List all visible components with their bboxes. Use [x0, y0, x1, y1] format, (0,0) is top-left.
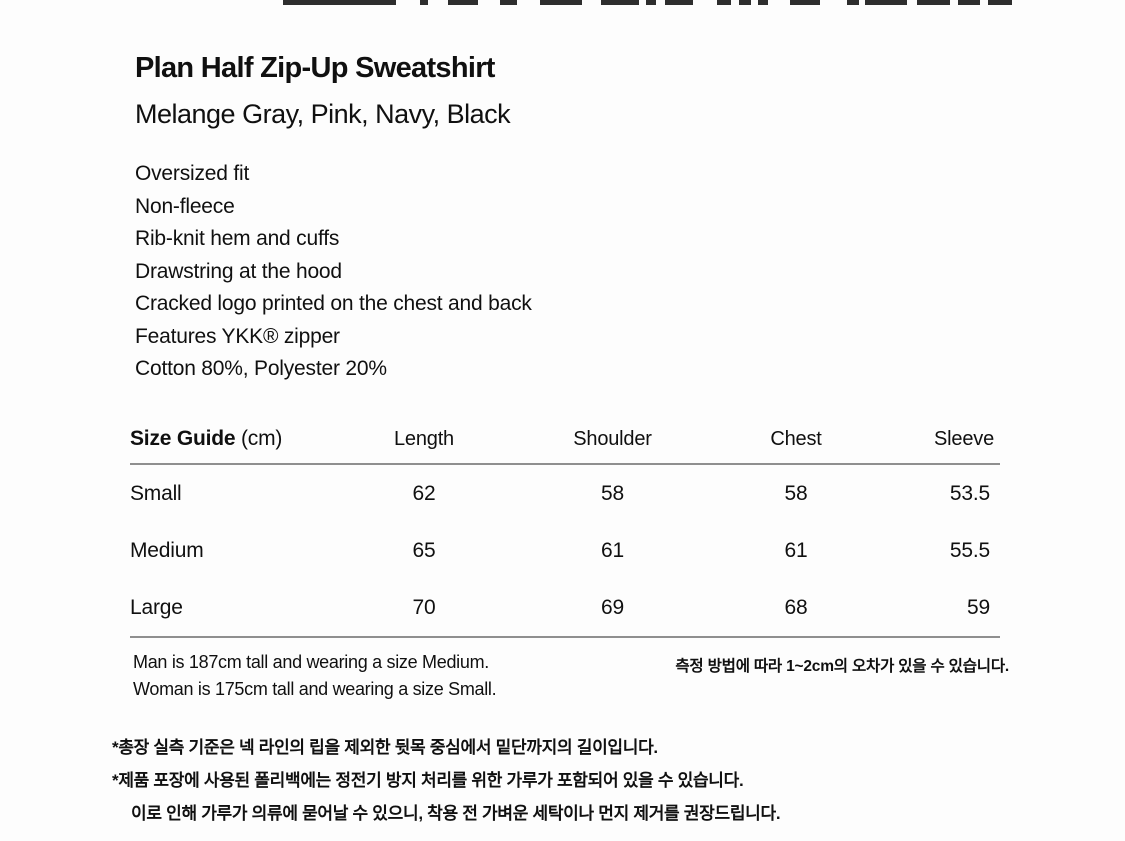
feature-list: Oversized fit Non-fleece Rib-knit hem an…	[135, 158, 532, 386]
value-sleeve: 55.5	[949, 538, 990, 562]
size-guide-header-row: Size Guide (cm) Length Shoulder Chest Sl…	[130, 423, 1000, 455]
product-title: Plan Half Zip-Up Sweatshirt	[135, 52, 495, 84]
column-header-length: Length	[394, 427, 454, 450]
table-row-medium: Medium 65 61 61 55.5	[130, 522, 1000, 579]
value-chest: 61	[784, 538, 808, 562]
table-rule-top	[130, 463, 1000, 465]
measurement-tolerance-note: 측정 방법에 따라 1~2cm의 오차가 있을 수 있습니다.	[675, 658, 1009, 675]
feature-item: Non-fleece	[135, 194, 235, 218]
value-shoulder: 61	[601, 538, 624, 562]
model-fit-notes: Man is 187cm tall and wearing a size Med…	[133, 649, 497, 702]
table-rule-bottom	[130, 636, 1000, 638]
size-guide-unit: (cm)	[241, 427, 283, 450]
size-guide-title: Size Guide (cm)	[130, 427, 330, 451]
value-length: 62	[412, 481, 436, 505]
feature-item: Cracked logo printed on the chest and ba…	[135, 292, 532, 315]
table-row-small: Small 62 58 58 53.5	[130, 465, 1000, 522]
feature-item: Drawstring at the hood	[135, 259, 342, 283]
footnote-length-measurement: *총장 실측 기준은 넥 라인의 립을 제외한 뒷목 중심에서 밑단까지의 길이…	[112, 738, 658, 757]
size-label: Large	[130, 595, 183, 619]
value-shoulder: 58	[601, 481, 624, 505]
value-chest: 58	[784, 481, 808, 505]
column-header-shoulder: Shoulder	[573, 427, 652, 450]
feature-item: Rib-knit hem and cuffs	[135, 227, 340, 250]
value-sleeve: 59	[967, 595, 990, 619]
value-chest: 68	[784, 595, 808, 619]
size-label: Small	[130, 481, 182, 505]
model-note-woman: Woman is 175cm tall and wearing a size S…	[133, 678, 497, 699]
feature-item: Oversized fit	[135, 162, 250, 185]
value-shoulder: 69	[601, 595, 624, 619]
footnotes: *총장 실측 기준은 넥 라인의 립을 제외한 뒷목 중심에서 밑단까지의 길이…	[112, 731, 781, 830]
product-colorways: Melange Gray, Pink, Navy, Black	[135, 99, 511, 129]
size-label: Medium	[130, 538, 204, 562]
model-note-man: Man is 187cm tall and wearing a size Med…	[133, 652, 489, 672]
footnote-polybag-powder: *제품 포장에 사용된 폴리백에는 정전기 방지 처리를 위한 가루가 포함되어…	[112, 771, 744, 790]
table-row-large: Large 70 69 68 59	[130, 579, 1000, 636]
size-guide-title-text: Size Guide	[130, 427, 236, 450]
feature-item: Cotton 80%, Polyester 20%	[135, 357, 387, 380]
footnote-washing-recommendation: 이로 인해 가루가 의류에 묻어날 수 있으니, 착용 전 가벼운 세탁이나 먼…	[131, 804, 781, 823]
column-header-sleeve: Sleeve	[934, 427, 994, 450]
value-length: 65	[412, 538, 436, 562]
column-header-chest: Chest	[770, 427, 822, 450]
size-guide-table: Size Guide (cm) Length Shoulder Chest Sl…	[130, 423, 1000, 638]
value-length: 70	[412, 595, 436, 619]
feature-item: Features YKK® zipper	[135, 324, 340, 348]
value-sleeve: 53.5	[949, 481, 990, 505]
